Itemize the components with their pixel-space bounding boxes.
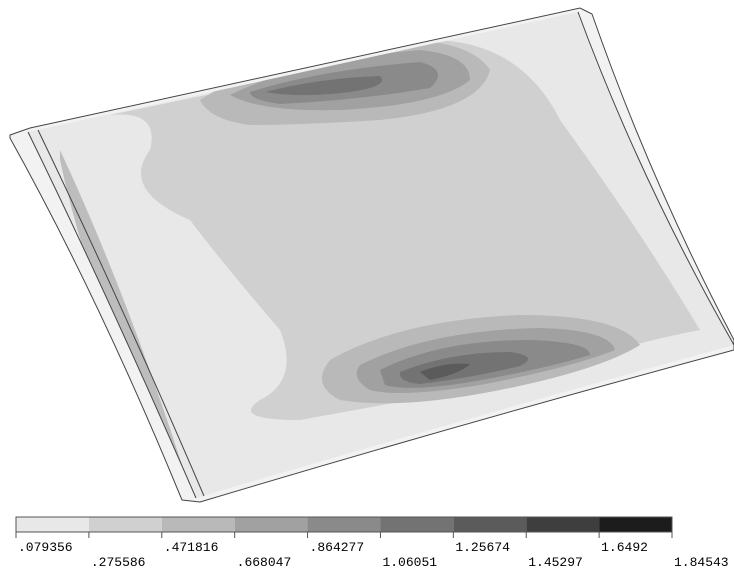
legend-label: 1.06051 <box>382 555 437 570</box>
legend-label: 1.45297 <box>528 555 583 570</box>
legend-swatch <box>307 517 381 532</box>
legend-swatch <box>234 517 308 532</box>
legend-swatch <box>380 517 454 532</box>
legend-swatch <box>453 517 527 532</box>
roof-model <box>9 7 734 503</box>
legend-label: .471816 <box>164 540 219 555</box>
legend-swatch <box>526 517 600 532</box>
legend-label: .864277 <box>310 540 365 555</box>
legend-swatch <box>161 517 235 532</box>
legend-label: .668047 <box>237 555 292 570</box>
legend-label: .079356 <box>18 540 73 555</box>
legend-label: .275586 <box>91 555 146 570</box>
legend-swatch <box>88 517 162 532</box>
legend-frame <box>15 516 673 533</box>
legend-swatch <box>599 517 672 532</box>
legend-label: 1.84543 <box>674 555 729 570</box>
legend-label: 1.25674 <box>455 540 510 555</box>
legend-swatch <box>16 517 89 532</box>
contour-legend: .079356 .275586 .471816 .668047 .864277 1.060… <box>15 516 729 570</box>
legend-label: 1.6492 <box>601 540 648 555</box>
